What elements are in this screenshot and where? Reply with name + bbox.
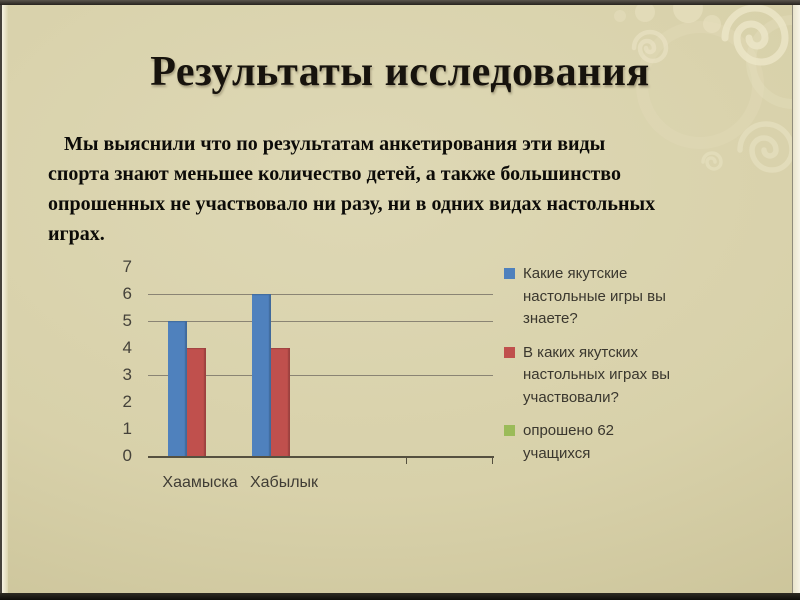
chart-bar bbox=[187, 348, 206, 456]
paragraph-line: Мы выяснили что по результатам анкетиров… bbox=[64, 133, 606, 155]
legend-label: В каких якутских настольных играх вы уча… bbox=[523, 343, 671, 406]
slide-title: Результаты исследования bbox=[150, 49, 650, 95]
chart-bar bbox=[168, 321, 187, 456]
legend-label: Какие якутские настольные игры вы знаете… bbox=[523, 265, 666, 327]
slide-border-left bbox=[0, 5, 2, 593]
x-axis-category-label: Хаамыска bbox=[162, 474, 238, 491]
chart-x-axis bbox=[148, 456, 494, 458]
paragraph-line: спорта знают меньшее количество детей, а… bbox=[48, 163, 621, 185]
y-axis-tick-label: 5 bbox=[122, 311, 132, 330]
y-axis-tick-label: 1 bbox=[122, 419, 132, 438]
slide-border-right bbox=[792, 5, 793, 593]
slide-border-bottom bbox=[0, 593, 800, 600]
y-axis-tick-label: 3 bbox=[122, 365, 132, 384]
chart-axis-tick bbox=[492, 458, 493, 464]
chart-axis-tick bbox=[406, 458, 407, 464]
slide-body-text: Мы выяснили что по результатам анкетиров… bbox=[48, 129, 764, 249]
y-axis-tick-label: 6 bbox=[122, 284, 132, 303]
y-axis-tick-label: 0 bbox=[122, 446, 132, 465]
legend-label: опрошено 62 учащихся bbox=[523, 422, 615, 462]
chart-gridline bbox=[148, 294, 493, 295]
chart-gridline bbox=[148, 375, 493, 376]
x-axis-category-label: Хабылык bbox=[249, 474, 319, 491]
legend-item: Какие якутские настольные игры вы знаете… bbox=[504, 263, 694, 331]
chart-bar bbox=[271, 348, 290, 456]
slide-border-top bbox=[0, 0, 800, 5]
legend-color-swatch bbox=[504, 346, 515, 358]
paragraph-line: играх. bbox=[48, 223, 105, 245]
chart-legend: Какие якутские настольные игры вы знаете… bbox=[504, 263, 694, 476]
y-axis-tick-label: 4 bbox=[122, 338, 132, 357]
slide-border-right-highlight bbox=[793, 5, 800, 593]
legend-item: опрошено 62 учащихся bbox=[504, 420, 694, 465]
slide-border-left-highlight bbox=[2, 5, 8, 593]
legend-color-swatch bbox=[504, 425, 515, 436]
chart-bar bbox=[252, 294, 271, 456]
y-axis-tick-label: 7 bbox=[122, 257, 132, 276]
y-axis-tick-label: 2 bbox=[122, 392, 132, 411]
legend-color-swatch bbox=[504, 268, 515, 279]
paragraph-line: опрошенных не участвовало ни разу, ни в … bbox=[48, 193, 656, 215]
legend-item: В каких якутских настольных играх вы уча… bbox=[504, 342, 694, 410]
chart-gridline bbox=[148, 321, 493, 322]
